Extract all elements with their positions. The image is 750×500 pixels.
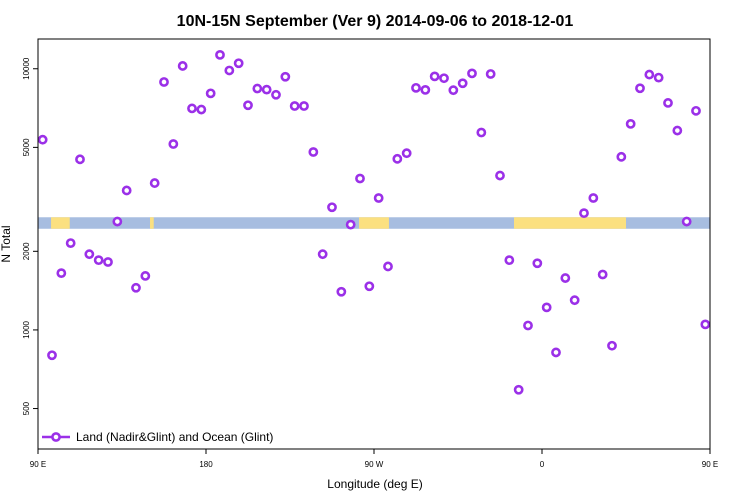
data-point	[681, 216, 692, 227]
land-segment	[150, 217, 154, 229]
legend: Land (Nadir&Glint) and Ocean (Glint)	[42, 430, 273, 444]
data-point	[131, 282, 141, 293]
data-point	[597, 269, 608, 280]
data-point	[476, 127, 487, 138]
data-point	[532, 258, 543, 269]
data-point	[560, 273, 571, 283]
data-point	[224, 65, 235, 76]
data-point	[47, 350, 57, 361]
data-point	[691, 105, 701, 116]
axis-ticks: 90 E 180 90 W 0 90 E 500 1000 2000 5000 10000	[22, 57, 718, 469]
data-point	[373, 193, 384, 203]
data-point	[336, 286, 347, 297]
chart-title: 10N-15N September (Ver 9) 2014-09-06 to …	[177, 13, 574, 30]
data-point	[607, 340, 617, 351]
data-point	[457, 78, 468, 89]
data-point	[159, 77, 169, 87]
x-tick-label: 180	[199, 460, 213, 469]
data-point	[569, 295, 580, 306]
data-point	[103, 257, 113, 267]
data-point	[308, 147, 319, 157]
data-point	[579, 208, 589, 219]
land-ocean-band	[38, 217, 710, 229]
data-point	[317, 249, 328, 260]
data-point	[635, 83, 645, 94]
data-point	[448, 85, 459, 96]
data-point	[467, 68, 477, 79]
data-point	[355, 173, 365, 184]
data-point	[551, 347, 561, 358]
data-point	[75, 154, 85, 165]
land-segment	[359, 217, 389, 229]
y-axis-label: N Total	[0, 225, 13, 262]
data-point	[205, 88, 216, 99]
data-point	[420, 84, 431, 95]
data-point	[168, 139, 179, 149]
plot-frame	[37, 38, 711, 450]
data-point	[149, 178, 160, 188]
data-point	[112, 216, 123, 227]
data-point	[271, 89, 281, 100]
x-tick-label: 90 E	[30, 460, 46, 469]
data-point	[513, 384, 524, 395]
data-point	[672, 125, 683, 136]
x-tick-label: 90 E	[702, 460, 718, 469]
data-point	[233, 58, 244, 69]
legend-marker	[51, 432, 61, 442]
data-points	[37, 49, 711, 395]
data-point	[392, 153, 403, 164]
data-point	[625, 118, 636, 129]
data-point	[541, 302, 552, 313]
data-point	[252, 83, 263, 94]
data-point	[187, 103, 197, 114]
data-point	[401, 148, 412, 159]
y-tick-label: 5000	[22, 138, 31, 156]
data-point	[121, 185, 132, 196]
data-point	[261, 84, 272, 95]
data-point	[616, 151, 627, 162]
data-point	[644, 69, 655, 80]
data-point	[280, 71, 291, 82]
data-point	[289, 101, 300, 111]
data-point	[140, 271, 151, 281]
data-point	[65, 238, 76, 249]
data-point	[196, 104, 207, 115]
data-point	[663, 98, 673, 108]
data-point	[523, 320, 533, 331]
data-point	[411, 82, 421, 93]
data-point	[93, 255, 104, 266]
data-point	[56, 268, 67, 279]
data-point	[429, 71, 440, 82]
data-point	[383, 261, 393, 272]
data-point	[299, 101, 309, 111]
data-point	[439, 73, 449, 84]
data-point	[495, 170, 505, 181]
data-point	[327, 202, 337, 213]
x-tick-label: 90 W	[365, 460, 384, 469]
legend-label: Land (Nadir&Glint) and Ocean (Glint)	[76, 430, 273, 444]
y-tick-label: 10000	[22, 57, 31, 80]
land-segment	[51, 217, 70, 229]
data-point	[243, 100, 253, 111]
data-point	[588, 193, 599, 203]
y-tick-label: 2000	[22, 242, 31, 260]
land-segment	[514, 217, 626, 229]
data-point	[37, 134, 48, 145]
data-point	[653, 72, 664, 83]
data-point	[504, 255, 515, 266]
data-point	[345, 219, 356, 230]
data-point	[485, 69, 496, 79]
data-point	[364, 281, 375, 292]
data-point	[700, 319, 711, 330]
data-point	[84, 249, 95, 260]
data-point	[215, 49, 225, 60]
data-point	[177, 61, 188, 71]
x-axis-label: Longitude (deg E)	[327, 477, 422, 491]
y-tick-label: 500	[22, 401, 31, 415]
x-tick-label: 0	[540, 460, 545, 469]
y-tick-label: 1000	[22, 320, 31, 338]
